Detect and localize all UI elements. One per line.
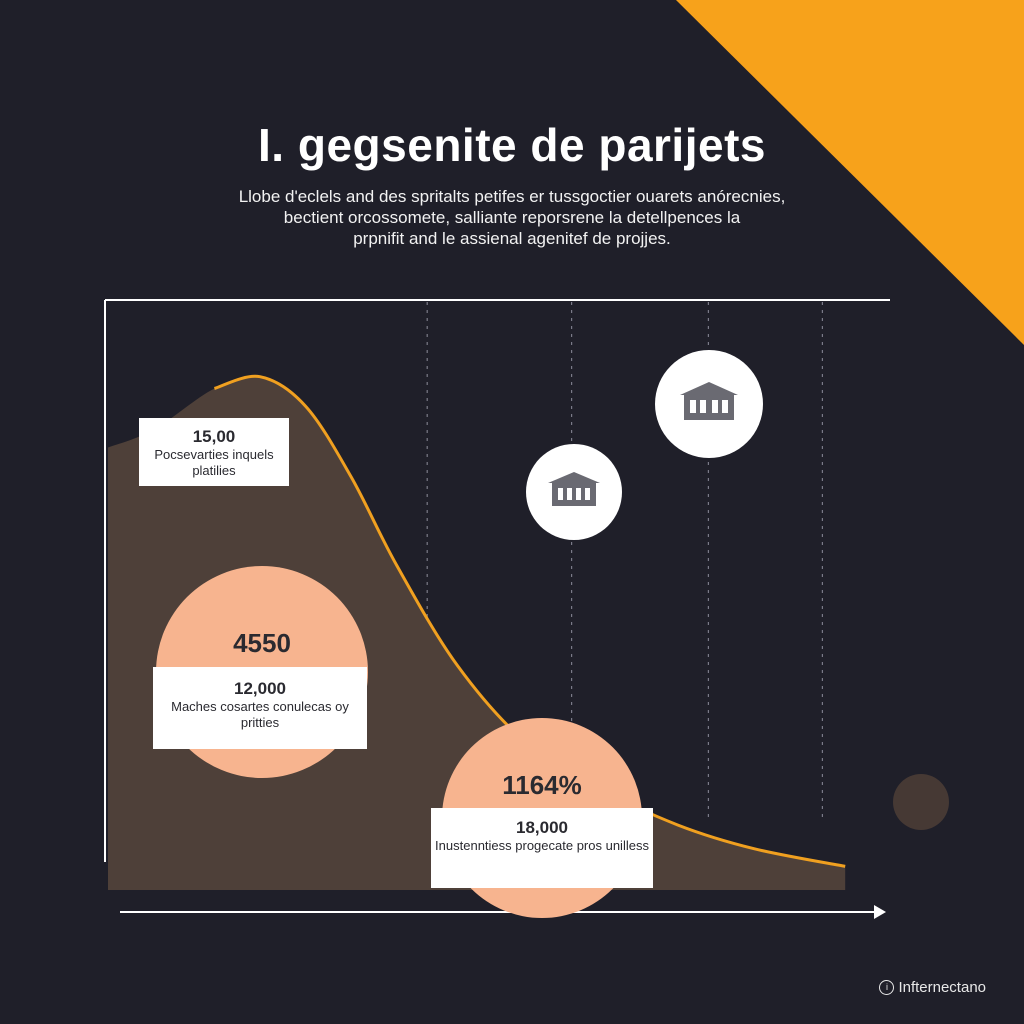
curve-series-line	[213, 374, 846, 868]
callout-value: 18,000	[516, 818, 568, 837]
subtitle-line: Llobe d'eclels and des spritalts petifes…	[238, 187, 786, 206]
callout-card: 15,00 Pocsevarties inquels platilies	[139, 418, 289, 486]
brand: i Infternectano	[879, 979, 986, 996]
bubble-value: 1164%	[502, 770, 582, 800]
callout-card: 18,000 Inustenntiess progecate pros unil…	[431, 808, 653, 888]
building-icon	[655, 350, 763, 458]
bubble-value: 4550	[233, 628, 291, 658]
decorative-dot	[893, 774, 949, 830]
accent-triangle	[676, 0, 1024, 345]
callout-card: 12,000 Maches cosartes conulecas oy prit…	[153, 667, 367, 749]
callout-label: Inustenntiess progecate pros unilless	[435, 838, 649, 853]
page-title: I. gegsenite de parijets	[258, 119, 766, 171]
building-icon	[526, 444, 622, 540]
subtitle-line: bectient orcossomete, salliante reporsre…	[283, 208, 741, 227]
subtitle: Llobe d'eclels and des spritalts petifes…	[180, 186, 844, 249]
callout-label: Pocsevarties inquels platilies	[154, 447, 274, 478]
grid	[426, 302, 824, 820]
callout-label: Maches cosartes conulecas oy pritties	[171, 699, 349, 730]
callout-value: 15,00	[192, 427, 236, 446]
subtitle-line: prpnifit and le assienal agenitef de pro…	[353, 229, 671, 248]
x-axis-arrow	[874, 905, 886, 919]
callout-value: 12,000	[234, 679, 286, 698]
info-icon: i	[879, 980, 895, 995]
brand-name: Infternectano	[898, 979, 986, 996]
